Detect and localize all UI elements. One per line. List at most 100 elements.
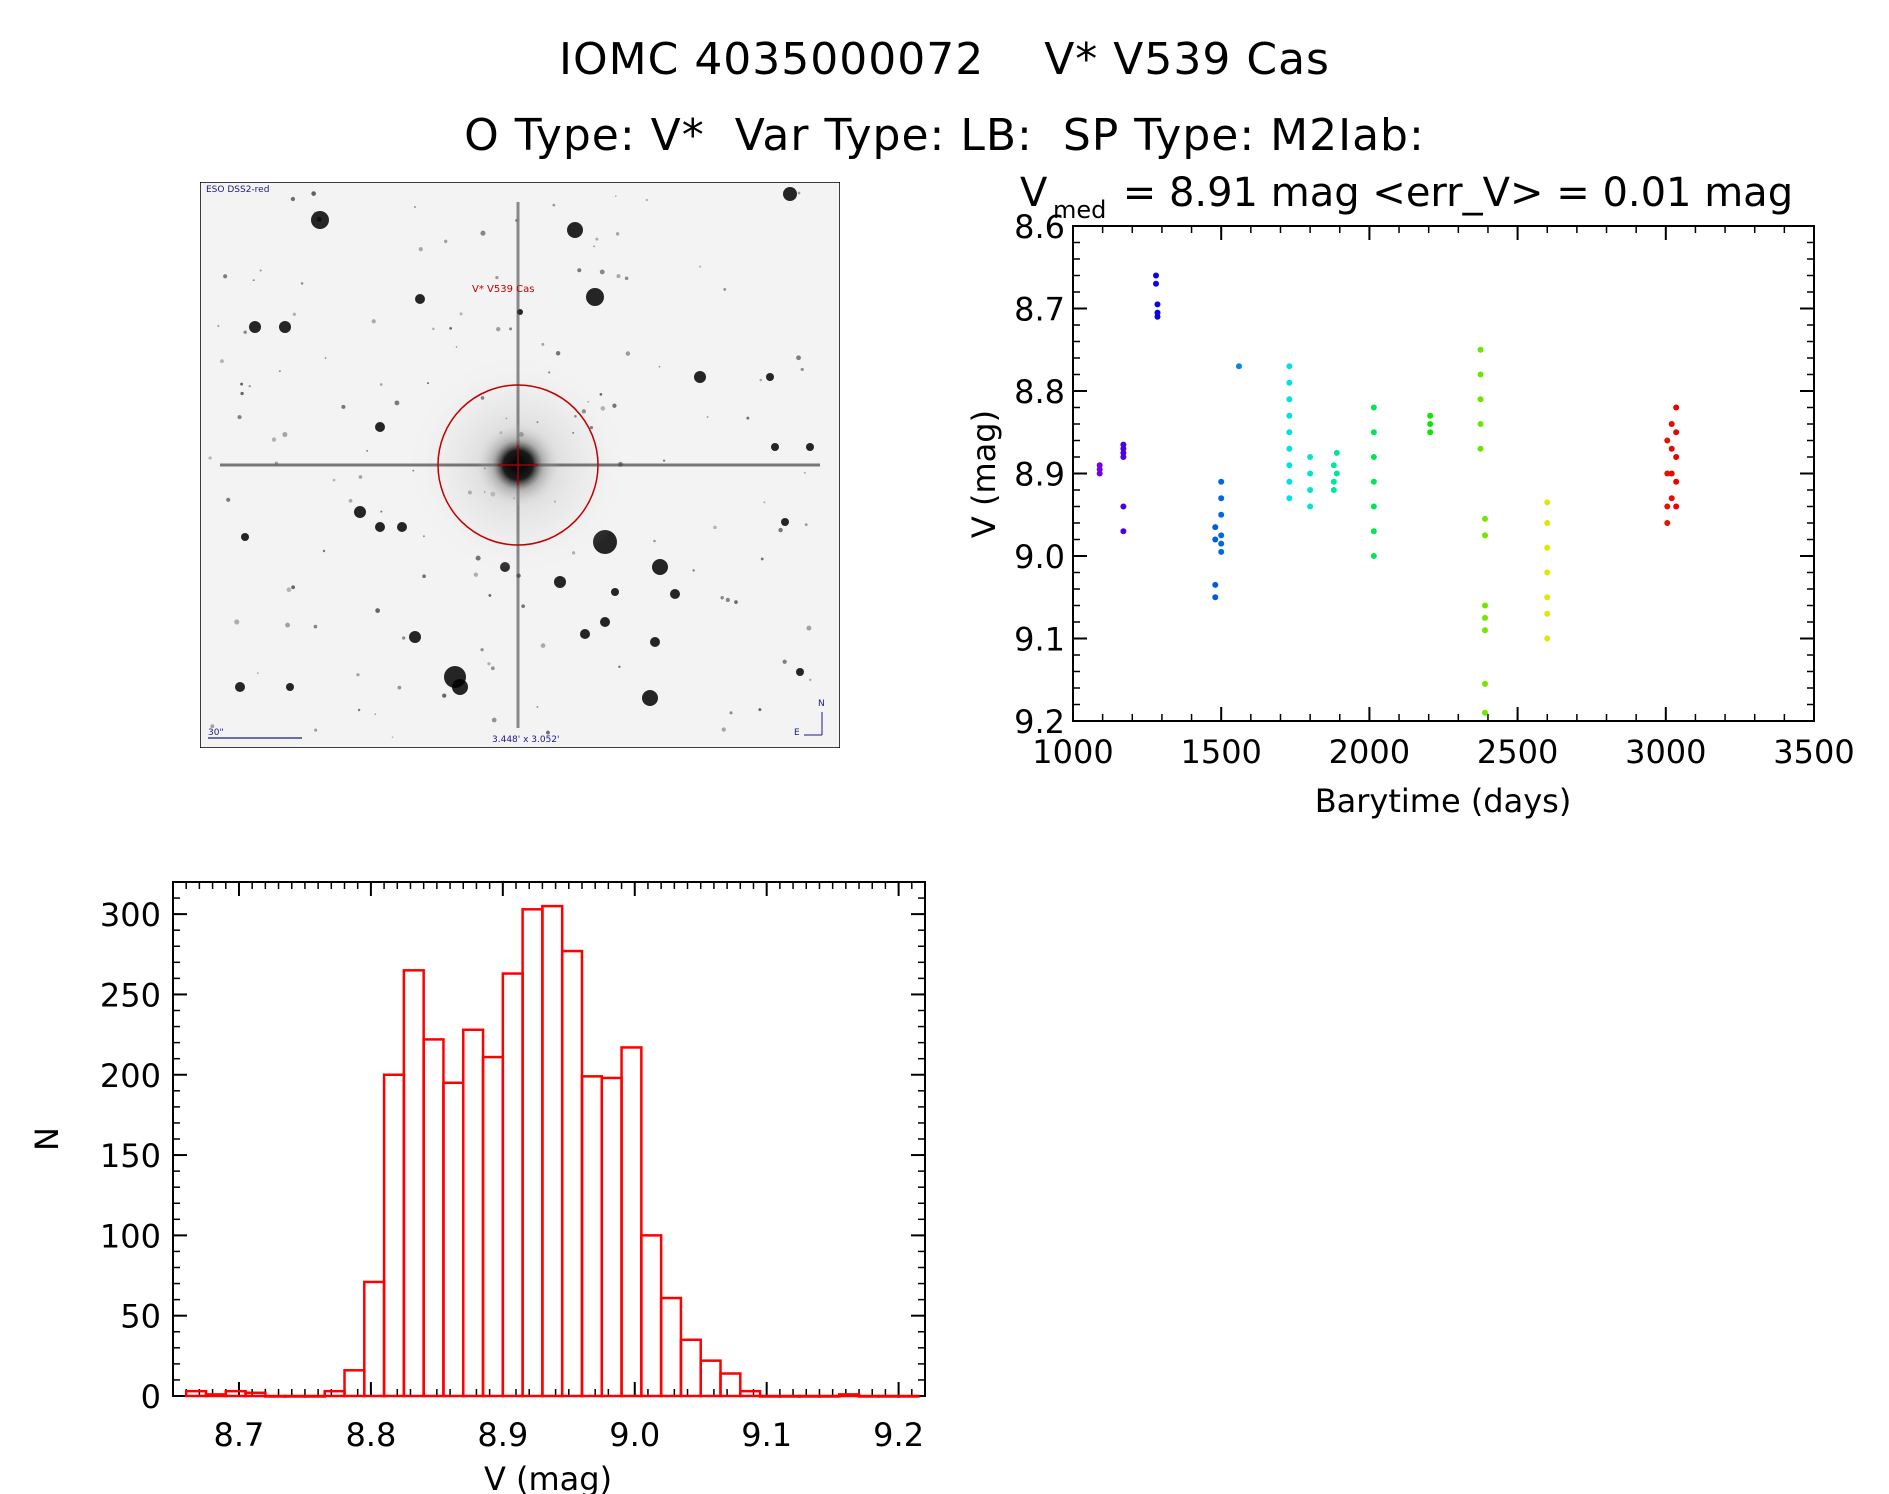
data-point [1673, 454, 1680, 460]
target-label: V* V539 Cas [472, 284, 534, 295]
field-star [375, 422, 385, 432]
data-point [1481, 532, 1488, 539]
faint-star [313, 211, 316, 214]
histogram-bar [857, 1394, 881, 1398]
histogram-ticks: 8.7 8.8 8.9 9.0 9.1 9.2 0 50 100 150 200 250 300 [100, 881, 926, 1454]
faint-star [658, 365, 661, 368]
data-point [1218, 540, 1225, 547]
histogram-bar [877, 1394, 900, 1398]
data-point [1544, 569, 1551, 576]
faint-star [322, 549, 326, 553]
faint-star [226, 497, 231, 502]
data-point [1673, 478, 1680, 485]
histogram-bar [600, 1076, 623, 1398]
faint-star [723, 287, 727, 291]
x-tick-label: 3500 [1773, 733, 1854, 771]
field-star [279, 321, 291, 333]
faint-star [645, 198, 648, 202]
histogram-bar [580, 1075, 604, 1398]
faint-star [379, 383, 383, 386]
histogram-bar [244, 1391, 267, 1398]
field-star [580, 629, 590, 639]
data-point [1120, 528, 1127, 535]
light-curve-ticks: 1000 1500 2000 2500 3000 3500 8.6 8.7 8.8 8.9 9.0 9… [1014, 208, 1855, 771]
faint-star [758, 708, 762, 712]
faint-star [599, 269, 605, 275]
histogram-bar [184, 1389, 208, 1398]
faint-star [782, 659, 787, 664]
histogram-bars [184, 904, 920, 1398]
faint-star [725, 597, 730, 602]
data-point [1668, 470, 1675, 477]
faint-star [282, 432, 288, 438]
y-tick-label: 300 [100, 896, 161, 934]
data-point [1154, 301, 1161, 308]
data-point [1307, 487, 1314, 493]
data-point [1427, 412, 1434, 419]
faint-star [356, 673, 360, 677]
data-point [1370, 528, 1377, 535]
data-point [1286, 396, 1293, 403]
x-tick-label: 9.2 [873, 1416, 924, 1454]
x-tick-label: 3000 [1625, 733, 1706, 771]
faint-star [220, 359, 224, 364]
data-point [1120, 454, 1127, 460]
faint-star [713, 525, 717, 530]
survey-label: ESO DSS2-red [206, 185, 269, 195]
faint-star [800, 367, 804, 372]
data-point [1333, 449, 1340, 456]
faint-star [488, 594, 492, 597]
faint-star [432, 327, 435, 331]
histogram-bar [778, 1394, 801, 1398]
faint-star [210, 724, 215, 729]
data-point [1481, 602, 1488, 609]
y-tick-label: 8.9 [1014, 456, 1065, 494]
faint-star [616, 274, 621, 279]
histogram-bar [303, 1394, 326, 1398]
faint-star [491, 666, 495, 671]
faint-star [455, 346, 458, 348]
faint-star [509, 327, 513, 331]
data-point [1370, 404, 1377, 411]
histogram-ylabel: N [28, 1127, 66, 1151]
data-point [1120, 441, 1127, 448]
field-star [249, 321, 261, 333]
data-point [1544, 594, 1551, 601]
faint-star [546, 730, 550, 735]
faint-star [259, 269, 262, 272]
histogram-plot-frame [172, 881, 926, 1397]
faint-star [593, 245, 596, 248]
faint-star [809, 678, 812, 682]
data-point [1218, 511, 1225, 518]
faint-star [240, 391, 244, 396]
faint-star [778, 527, 783, 533]
faint-star [374, 713, 377, 716]
faint-star [414, 206, 416, 208]
y-tick-label: 0 [141, 1378, 161, 1416]
faint-star [243, 330, 247, 334]
data-point [1286, 495, 1293, 502]
y-tick-label: 150 [100, 1137, 161, 1175]
faint-star [371, 319, 376, 324]
histogram-bar [343, 1369, 366, 1398]
histogram-bar [560, 949, 584, 1398]
faint-star [427, 382, 429, 385]
faint-star [291, 585, 295, 590]
data-point [1668, 421, 1675, 427]
histogram-bar [481, 1055, 505, 1398]
field-star [766, 373, 774, 381]
data-point [1544, 610, 1551, 617]
x-tick-label: 2500 [1477, 733, 1558, 771]
faint-star [459, 312, 463, 316]
data-point [1477, 371, 1484, 378]
data-point [1370, 454, 1377, 460]
data-point [1668, 495, 1675, 502]
light-curve-chart: V med = 8.91 mag <err_V> = 0.01 mag 1000… [965, 170, 1855, 820]
faint-star [402, 636, 406, 640]
faint-star [625, 351, 631, 356]
histogram-bar [402, 969, 425, 1398]
y-tick-label: 9.2 [1014, 703, 1065, 741]
x-tick-label: 8.7 [214, 1416, 265, 1454]
data-point [1330, 487, 1337, 493]
data-point [1212, 524, 1219, 531]
